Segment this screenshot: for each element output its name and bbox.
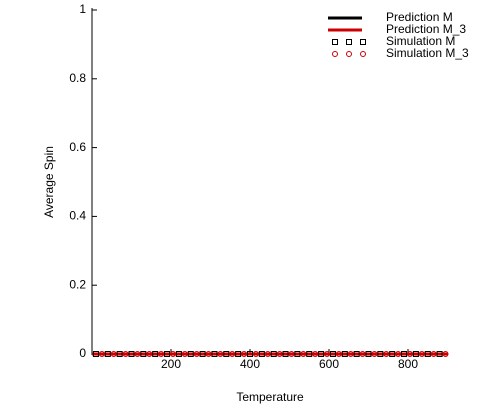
point-square: [318, 351, 325, 357]
x-tick-label: 400: [240, 357, 260, 371]
x-axis-label: Temperature: [236, 390, 304, 404]
legend-label: Prediction M: [386, 10, 453, 24]
point-circle: [276, 351, 283, 357]
point-circle: [442, 351, 449, 357]
point-square: [282, 351, 289, 357]
point-circle: [110, 351, 117, 357]
point-circle: [169, 351, 176, 357]
point-square: [223, 351, 230, 357]
point-square: [128, 351, 135, 357]
point-circle: [335, 351, 342, 357]
y-axis-label: Average Spin: [42, 146, 56, 218]
legend-label: Prediction M_3: [386, 22, 466, 36]
point-circle: [241, 351, 248, 357]
point-square: [104, 351, 111, 357]
point-square: [152, 351, 159, 357]
point-square: [258, 351, 265, 357]
point-circle: [346, 51, 352, 57]
point-circle: [98, 351, 105, 357]
x-tick-label: 800: [398, 357, 418, 371]
point-square: [412, 351, 419, 357]
point-circle: [205, 351, 212, 357]
y-tick-label: 0.6: [69, 140, 86, 154]
point-circle: [360, 51, 366, 57]
point-circle: [383, 351, 390, 357]
point-circle: [229, 351, 236, 357]
point-circle: [217, 351, 224, 357]
point-square: [247, 351, 253, 357]
point-square: [92, 351, 99, 357]
point-square: [294, 351, 301, 357]
y-tick-label: 0.8: [69, 71, 86, 85]
y-tick-label: 1: [79, 2, 86, 16]
point-circle: [418, 351, 425, 357]
point-square: [329, 351, 336, 357]
point-circle: [395, 351, 402, 357]
point-square: [436, 351, 443, 357]
point-square: [332, 39, 338, 45]
point-circle: [264, 351, 271, 357]
point-circle: [158, 351, 165, 357]
x-tick-label: 600: [319, 357, 339, 371]
point-square: [401, 351, 408, 357]
point-square: [377, 351, 384, 357]
point-circle: [193, 351, 200, 357]
point-circle: [347, 351, 354, 357]
y-tick-label: 0: [79, 346, 86, 360]
point-square: [211, 351, 218, 357]
legend-label: Simulation M_3: [386, 46, 469, 60]
point-circle: [134, 351, 141, 357]
point-square: [187, 351, 194, 357]
point-circle: [288, 351, 295, 357]
legend-label: Simulation M: [386, 34, 455, 48]
point-circle: [252, 351, 259, 357]
point-circle: [312, 351, 319, 357]
point-square: [164, 351, 171, 357]
point-circle: [332, 51, 338, 57]
point-square: [116, 351, 123, 357]
point-square: [360, 39, 366, 45]
point-circle: [122, 351, 129, 357]
point-square: [175, 351, 182, 357]
y-tick-label: 0.4: [69, 209, 86, 223]
point-circle: [406, 351, 413, 357]
point-circle: [300, 351, 307, 357]
point-square: [346, 39, 352, 45]
point-circle: [181, 351, 188, 357]
point-square: [270, 351, 277, 357]
point-circle: [324, 351, 331, 357]
point-square: [341, 351, 348, 357]
point-circle: [430, 351, 437, 357]
point-square: [306, 351, 313, 357]
point-square: [199, 351, 206, 357]
x-tick-label: 200: [161, 357, 181, 371]
point-square: [365, 351, 372, 357]
point-square: [235, 351, 242, 357]
point-square: [140, 351, 147, 357]
point-square: [424, 351, 431, 357]
point-circle: [146, 351, 153, 357]
point-circle: [371, 351, 378, 357]
y-tick-label: 0.2: [69, 277, 86, 291]
point-square: [389, 351, 396, 357]
point-circle: [359, 351, 366, 357]
point-square: [353, 351, 360, 357]
